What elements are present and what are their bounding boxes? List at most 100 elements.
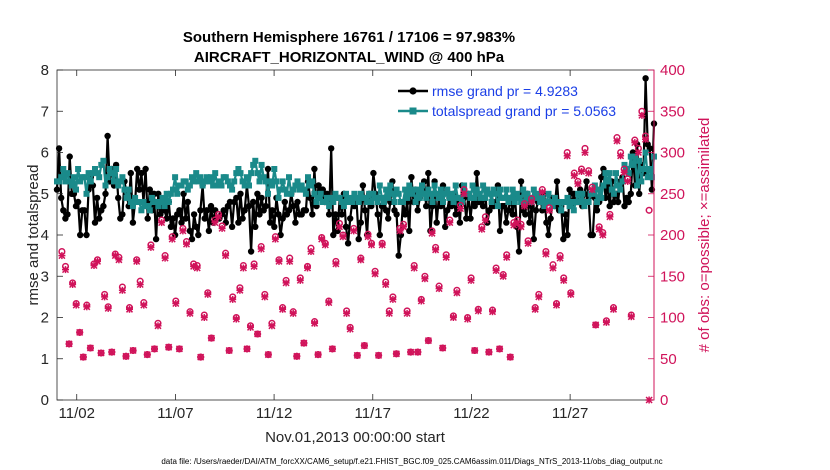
obs-assimilated-point xyxy=(389,295,397,303)
totalspread-point xyxy=(167,190,174,197)
rmse-point xyxy=(294,198,301,206)
totalspread-point xyxy=(452,182,459,189)
rmse-point xyxy=(237,190,244,197)
rmse-point xyxy=(382,207,390,214)
totalspread-point xyxy=(275,194,282,201)
totalspread-point xyxy=(410,186,417,193)
totalspread-point xyxy=(315,194,322,201)
obs-assimilated-point xyxy=(321,241,329,249)
totalspread-point xyxy=(545,190,552,197)
obs-assimilated-point xyxy=(246,323,255,331)
totalspread-point xyxy=(516,194,522,201)
totalspread-point xyxy=(260,174,267,181)
rmse-point xyxy=(566,186,573,193)
legend-rmse-label: rmse grand pr = 4.9283 xyxy=(432,83,578,99)
obs-assimilated-point xyxy=(207,334,215,342)
totalspread-point xyxy=(340,203,347,210)
totalspread-point xyxy=(111,178,117,185)
rmse-point xyxy=(376,231,383,239)
totalspread-point xyxy=(92,166,98,172)
rmse-point xyxy=(220,207,227,214)
y-tick-label-right: 200 xyxy=(660,227,685,244)
totalspread-point xyxy=(378,194,385,201)
totalspread-point xyxy=(638,178,645,185)
y-tick-label-right: 0 xyxy=(660,392,668,409)
totalspread-point xyxy=(286,174,292,181)
totalspread-point xyxy=(619,178,626,185)
obs-assimilated-point xyxy=(140,301,148,309)
totalspread-point xyxy=(494,203,501,210)
totalspread-point xyxy=(248,170,255,177)
totalspread-point xyxy=(509,186,516,193)
rmse-point xyxy=(60,207,67,214)
totalspread-point xyxy=(355,199,362,205)
totalspread-point xyxy=(456,194,463,201)
plot-content xyxy=(53,75,658,404)
totalspread-point xyxy=(446,194,453,201)
totalspread-point xyxy=(467,194,474,201)
totalspread-point xyxy=(471,194,478,201)
rmse-point xyxy=(473,169,480,177)
totalspread-point xyxy=(551,194,558,201)
obs-assimilated-point xyxy=(471,346,479,355)
totalspread-point xyxy=(288,190,295,197)
rmse-point xyxy=(53,186,61,193)
rmse-point xyxy=(193,223,200,230)
rmse-point xyxy=(203,207,210,214)
totalspread-point xyxy=(598,194,605,201)
rmse-point xyxy=(543,219,550,226)
obs-assimilated-point xyxy=(467,276,475,284)
obs-assimilated-point xyxy=(296,276,304,284)
obs-assimilated-point xyxy=(492,266,500,275)
rmse-point xyxy=(560,235,567,243)
totalspread-point xyxy=(235,166,242,172)
totalspread-point xyxy=(615,182,622,189)
totalspread-point xyxy=(140,199,147,205)
totalspread-point xyxy=(262,178,269,185)
rmse-point xyxy=(583,178,590,185)
totalspread-point xyxy=(634,182,641,189)
rmse-point xyxy=(395,252,402,259)
obs-assimilated-point xyxy=(254,330,262,338)
totalspread-point xyxy=(640,166,647,172)
obs-assimilated-point xyxy=(275,257,283,265)
rmse-point xyxy=(91,219,99,226)
totalspread-point xyxy=(199,182,206,189)
obs-assimilated-point xyxy=(318,235,326,243)
rmse-point xyxy=(134,165,141,173)
rmse-point xyxy=(522,211,529,218)
totalspread-point xyxy=(589,190,596,197)
totalspread-point xyxy=(227,182,233,189)
rmse-point xyxy=(102,190,109,197)
rmse-point xyxy=(486,207,493,214)
totalspread-point xyxy=(279,178,286,185)
totalspread-point xyxy=(317,190,324,197)
obs-assimilated-point xyxy=(613,137,621,145)
rmse-point xyxy=(496,227,504,235)
totalspread-point xyxy=(210,182,217,189)
rmse-point xyxy=(302,207,310,214)
obs-assimilated-point xyxy=(200,313,208,322)
obs-assimilated-point xyxy=(76,328,84,336)
obs-assimilated-point xyxy=(325,299,333,307)
totalspread-point xyxy=(440,199,446,205)
totalspread-point xyxy=(617,186,624,193)
rmse-point xyxy=(184,198,191,206)
totalspread-point xyxy=(442,190,449,197)
totalspread-point xyxy=(277,186,284,193)
rmse-point xyxy=(355,235,362,243)
obs-assimilated-point xyxy=(222,252,230,260)
totalspread-point xyxy=(170,186,176,193)
totalspread-point xyxy=(302,190,309,197)
rmse-point xyxy=(281,198,288,206)
totalspread-point xyxy=(366,190,373,197)
totalspread-point xyxy=(488,199,495,205)
totalspread-point xyxy=(572,199,579,205)
totalspread-point xyxy=(83,190,90,197)
obs-assimilated-point xyxy=(545,206,553,214)
rmse-point xyxy=(127,169,134,177)
totalspread-point xyxy=(336,194,343,201)
totalspread-point xyxy=(505,199,512,205)
totalspread-point xyxy=(613,170,619,177)
data-file-footer: data file: /Users/raeder/DAI/ATM_forcXX/… xyxy=(161,457,662,466)
